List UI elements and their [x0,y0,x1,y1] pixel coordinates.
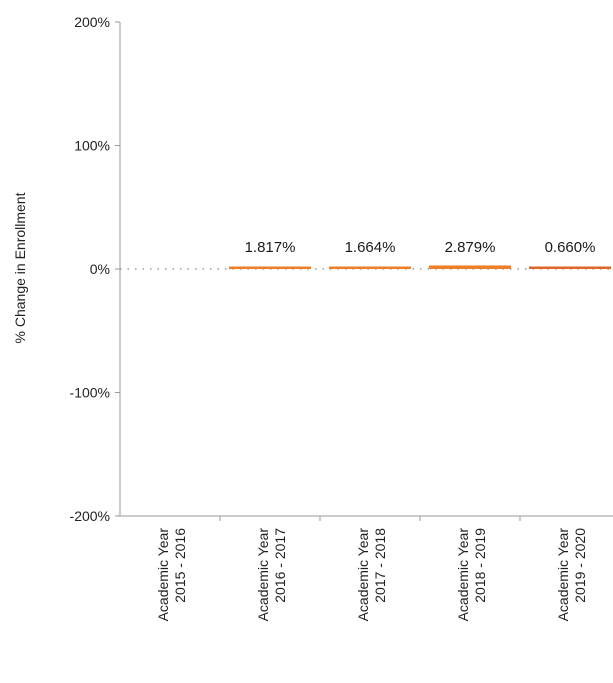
data-label: 1.664% [345,239,396,256]
x-category-label-line: Academic Year [155,528,171,622]
x-category-label-line: 2017 - 2018 [372,528,388,603]
x-category-label: Academic Year2017 - 2018 [355,528,388,622]
y-tick-labels-group: 200% 100% 0% -100% -200% [70,14,120,524]
data-label: 2.879% [445,239,496,256]
x-category-label-line: Academic Year [355,528,371,622]
x-category-label-line: Academic Year [555,528,571,622]
y-axis-title: % Change in Enrollment [12,192,28,343]
y-tick-label: 100% [74,138,110,154]
x-category-label-line: 2018 - 2019 [472,528,488,603]
x-category-label: Academic Year2016 - 2017 [255,528,288,622]
data-label: 0.660% [545,239,596,256]
data-labels-group: 1.817% 1.664% 2.879% 0.660% [245,239,596,256]
x-category-label-line: Academic Year [255,528,271,622]
bar [529,266,611,269]
data-label: 1.817% [245,239,296,256]
x-category-label-line: 2016 - 2017 [272,528,288,603]
x-category-label: Academic Year2015 - 2016 [155,528,188,622]
x-tick-labels-group: Academic Year2015 - 2016 Academic Year201… [155,516,588,622]
x-category-label: Academic Year2019 - 2020 [555,528,588,622]
y-tick-label: -100% [70,385,110,401]
x-category-label-line: 2015 - 2016 [172,528,188,603]
x-category-label-line: Academic Year [455,528,471,622]
bar [429,265,511,269]
bar [329,266,411,269]
bars-group [229,265,611,269]
x-category-label-line: 2019 - 2020 [572,528,588,603]
y-tick-label: -200% [70,508,110,524]
y-tick-label: 0% [90,261,110,277]
bar [229,266,311,269]
x-category-label: Academic Year2018 - 2019 [455,528,488,622]
y-tick-label: 200% [74,14,110,30]
